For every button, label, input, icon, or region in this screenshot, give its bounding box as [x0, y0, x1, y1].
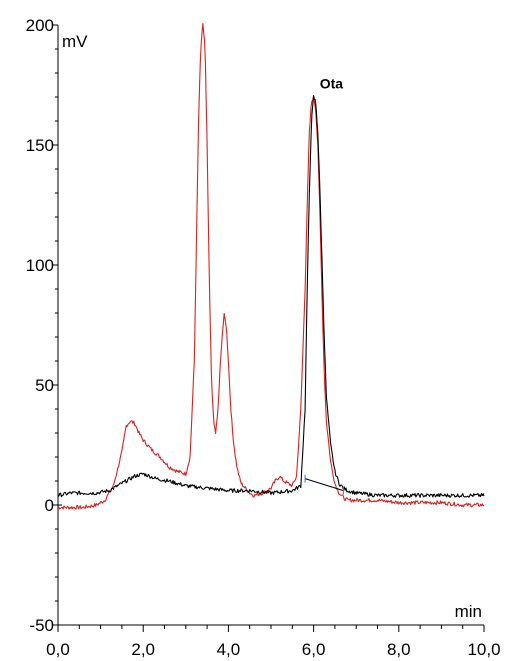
plot-lines: [57, 22, 485, 510]
x-tick-label: 6,0: [302, 640, 326, 659]
x-tick-label: 10,0: [467, 640, 500, 659]
x-tick-label: 4,0: [217, 640, 241, 659]
peak-annotation: Ota: [320, 76, 344, 92]
axes: [52, 24, 485, 632]
x-tick-label: 0,0: [46, 640, 70, 659]
x-tick-label: 2,0: [131, 640, 155, 659]
labels: -50 0 50 100 150 200 0,0 2,0 4,0 6,0 8,0 10,0 mV min O…: [26, 16, 501, 659]
y-tick-label: 50: [35, 376, 54, 395]
y-axis-unit: mV: [62, 32, 88, 51]
black-trace-line: [57, 95, 485, 498]
x-axis-unit: min: [455, 602, 482, 621]
y-tick-label: 150: [26, 136, 54, 155]
integration-baseline: [304, 478, 344, 492]
y-tick-label: -50: [29, 616, 54, 635]
y-tick-label: 200: [26, 16, 54, 35]
y-tick-label: 0: [45, 496, 54, 515]
y-tick-label: 100: [26, 256, 54, 275]
red-trace-line: [57, 22, 485, 510]
x-tick-label: 8,0: [387, 640, 411, 659]
